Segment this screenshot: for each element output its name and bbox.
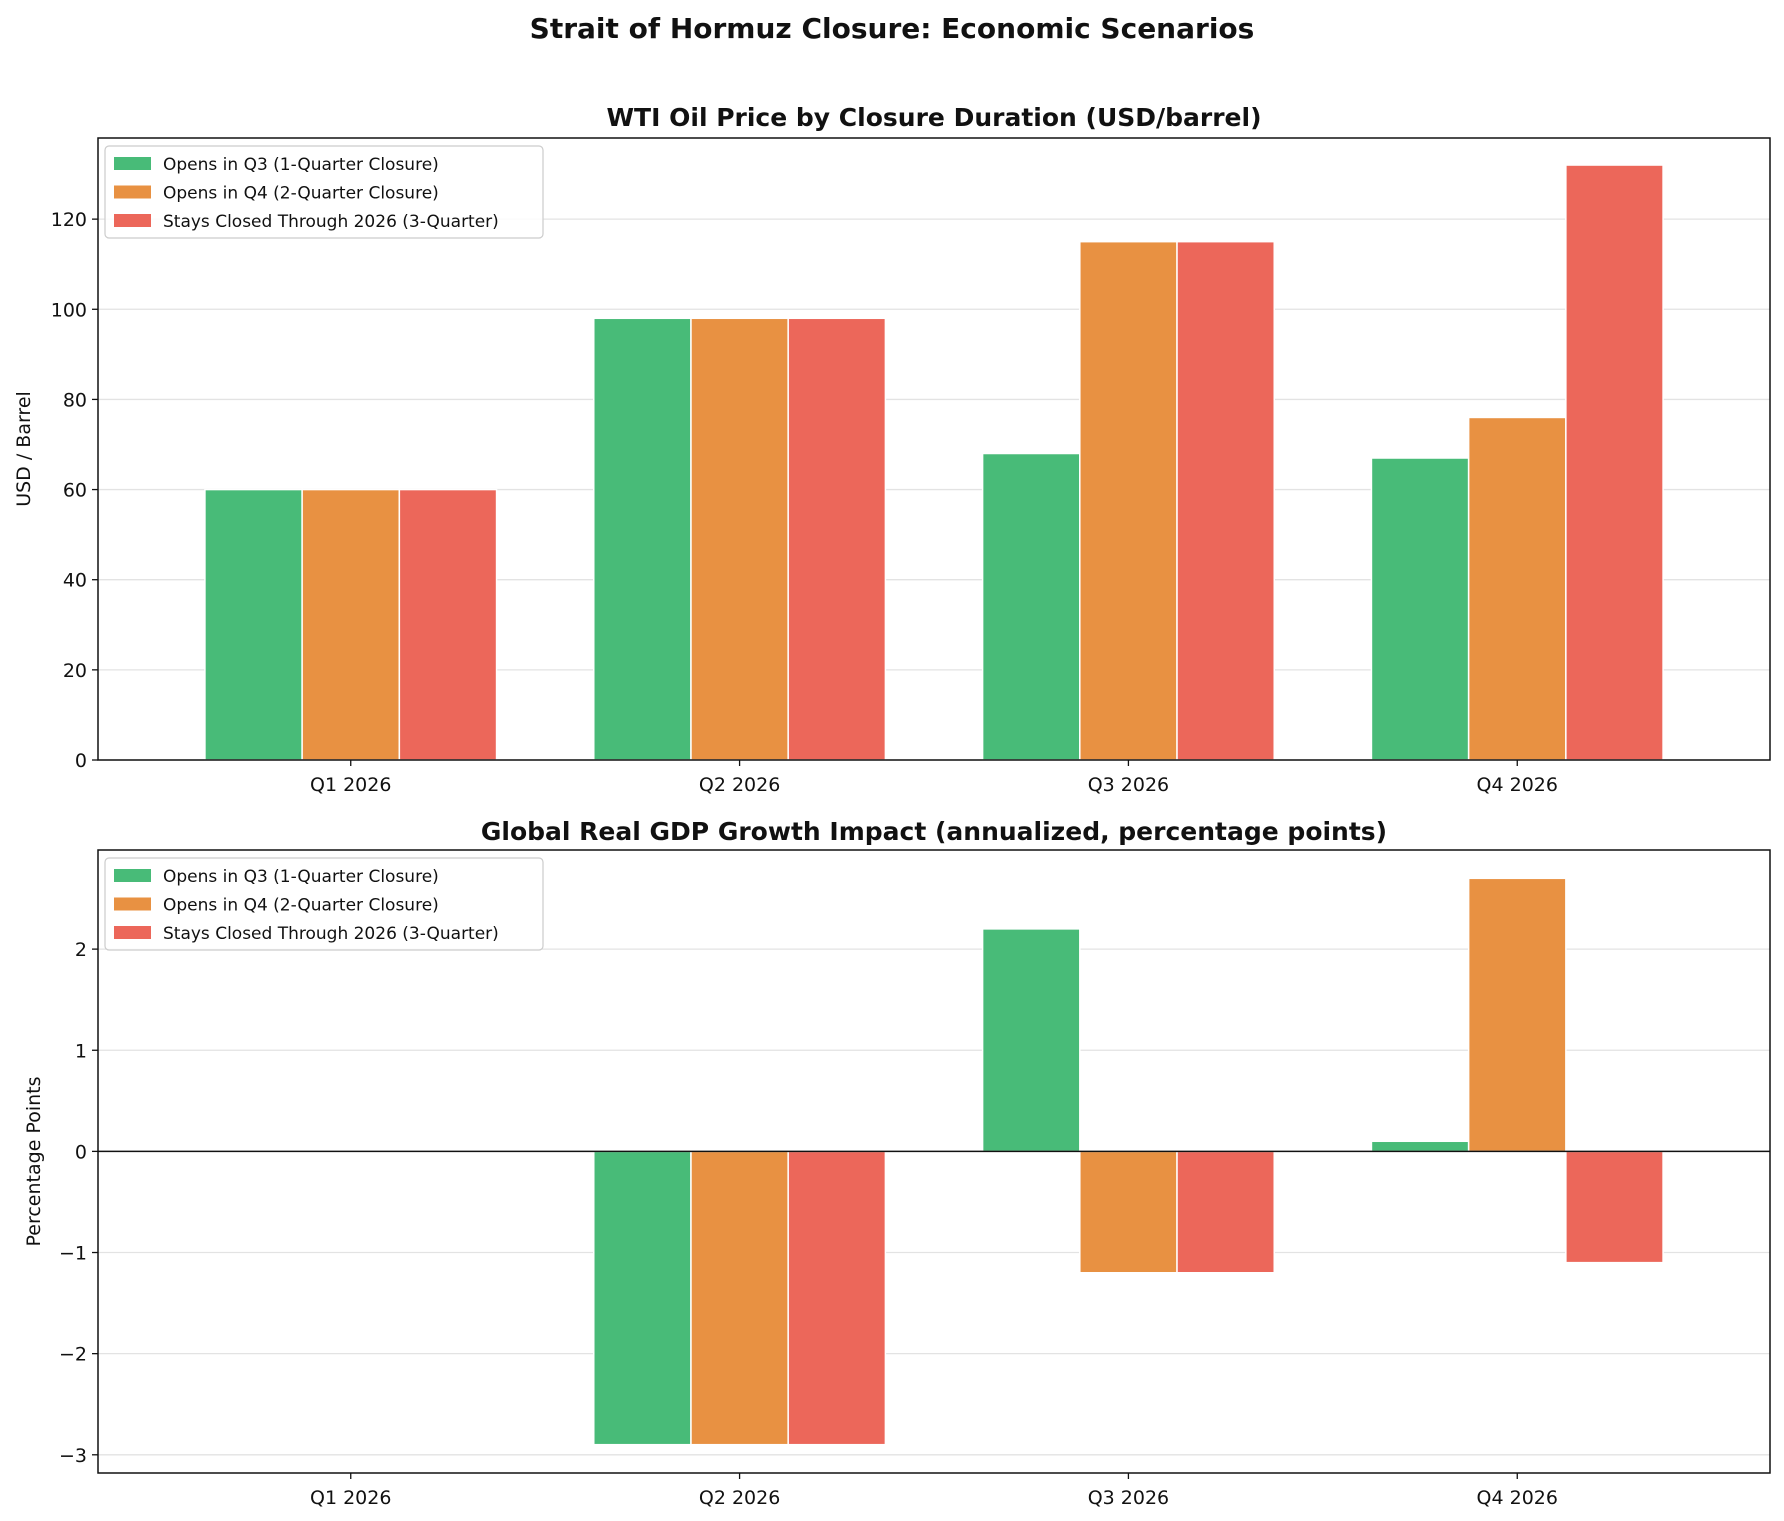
bar	[1565, 1150, 1664, 1264]
series-2	[301, 240, 1567, 761]
x-tick-label: Q4 2026	[1477, 1487, 1558, 1509]
y-tick-label: 2	[75, 939, 87, 961]
bar	[1565, 164, 1664, 761]
chart-2: −3 −2 −1 0 1 2 Q1 2026 Q2 2026 Q3 2026 Q4 2026 Glo…	[23, 817, 1771, 1509]
bar	[1370, 457, 1470, 761]
x-tick-label: Q2 2026	[699, 1487, 780, 1509]
legend-swatch	[114, 926, 151, 939]
x-tick-label: Q1 2026	[310, 774, 391, 796]
legend-box	[104, 857, 544, 951]
x-tick-label: Q4 2026	[1477, 774, 1558, 796]
legend-box	[104, 145, 544, 239]
legend-entry: Stays Closed Through 2026 (3-Quarter)	[163, 924, 499, 944]
legend-entry: Opens in Q3 (1-Quarter Closure)	[163, 155, 439, 175]
series-1	[593, 928, 1470, 1446]
y-tick-label: 80	[63, 389, 87, 411]
y-axis-label: Percentage Points	[23, 1077, 45, 1247]
bar	[1176, 240, 1275, 761]
series-2	[690, 877, 1567, 1446]
legend-swatch	[114, 185, 151, 199]
chart-1: 0 20 40 60 80 100 120 Q1 2026 Q2 2026 Q3 2026 Q4 2…	[13, 103, 1771, 796]
y-tick-label: 0	[75, 1141, 87, 1163]
bar	[593, 317, 692, 761]
legend-entry: Opens in Q4 (2-Quarter Closure)	[163, 896, 439, 916]
bar	[398, 488, 498, 761]
legend-swatch	[114, 897, 151, 911]
legend-swatch	[114, 869, 151, 882]
y-axis-label: USD / Barrel	[13, 391, 35, 507]
y-tick-label: 1	[75, 1040, 87, 1062]
bar	[1079, 240, 1178, 761]
bar	[1079, 1150, 1178, 1274]
axes-frame	[97, 849, 1771, 1474]
bar	[1370, 1140, 1470, 1153]
bar	[1467, 416, 1567, 761]
figure-title: Strait of Hormuz Closure: Economic Scena…	[530, 12, 1255, 45]
bar	[1467, 877, 1567, 1153]
x-tick-label: Q1 2026	[310, 1487, 391, 1509]
y-tick-label: 60	[63, 480, 87, 502]
bar	[787, 317, 887, 761]
bar	[690, 317, 789, 761]
bar	[690, 1150, 789, 1446]
legend-entry: Opens in Q4 (2-Quarter Closure)	[163, 184, 439, 204]
bar	[981, 928, 1081, 1153]
chart-title: WTI Oil Price by Closure Duration (USD/b…	[606, 103, 1261, 132]
legend: Opens in Q3 (1-Quarter Closure) Opens in …	[104, 145, 544, 239]
legend-swatch	[114, 157, 151, 170]
x-tick-label: Q3 2026	[1088, 1487, 1169, 1509]
y-tick-label: 0	[75, 750, 87, 772]
legend: Opens in Q3 (1-Quarter Closure) Opens in …	[104, 857, 544, 951]
y-tick-label: −3	[59, 1445, 87, 1467]
bar	[787, 1150, 887, 1446]
bar	[204, 488, 303, 761]
axes-frame	[97, 137, 1771, 761]
y-tick-label: 100	[51, 299, 87, 321]
x-tick-label: Q3 2026	[1088, 774, 1169, 796]
bar	[1176, 1150, 1275, 1274]
series-3	[398, 164, 1664, 761]
x-tick-label: Q2 2026	[699, 774, 780, 796]
y-tick-label: −2	[59, 1344, 87, 1366]
bar	[593, 1150, 692, 1446]
y-tick-label: −1	[59, 1243, 87, 1265]
bar	[301, 488, 401, 761]
legend-entry: Opens in Q3 (1-Quarter Closure)	[163, 867, 439, 887]
chart-title: Global Real GDP Growth Impact (annualize…	[481, 817, 1387, 846]
legend-entry: Stays Closed Through 2026 (3-Quarter)	[163, 212, 499, 232]
y-tick-label: 40	[63, 570, 87, 592]
y-tick-label: 20	[63, 660, 87, 682]
bar	[981, 452, 1081, 761]
legend-swatch	[114, 214, 151, 227]
y-tick-label: 120	[51, 209, 87, 231]
